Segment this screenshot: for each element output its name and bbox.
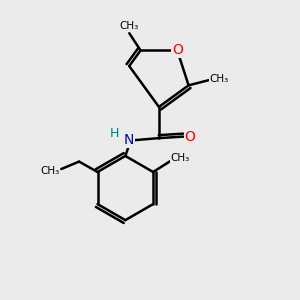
Text: H: H [110, 128, 119, 140]
Text: CH₃: CH₃ [120, 21, 139, 32]
Text: O: O [172, 44, 183, 57]
Text: N: N [124, 134, 134, 148]
Text: O: O [184, 130, 195, 144]
Text: CH₃: CH₃ [209, 74, 229, 83]
Text: CH₃: CH₃ [40, 166, 60, 176]
Text: CH₃: CH₃ [171, 153, 190, 163]
